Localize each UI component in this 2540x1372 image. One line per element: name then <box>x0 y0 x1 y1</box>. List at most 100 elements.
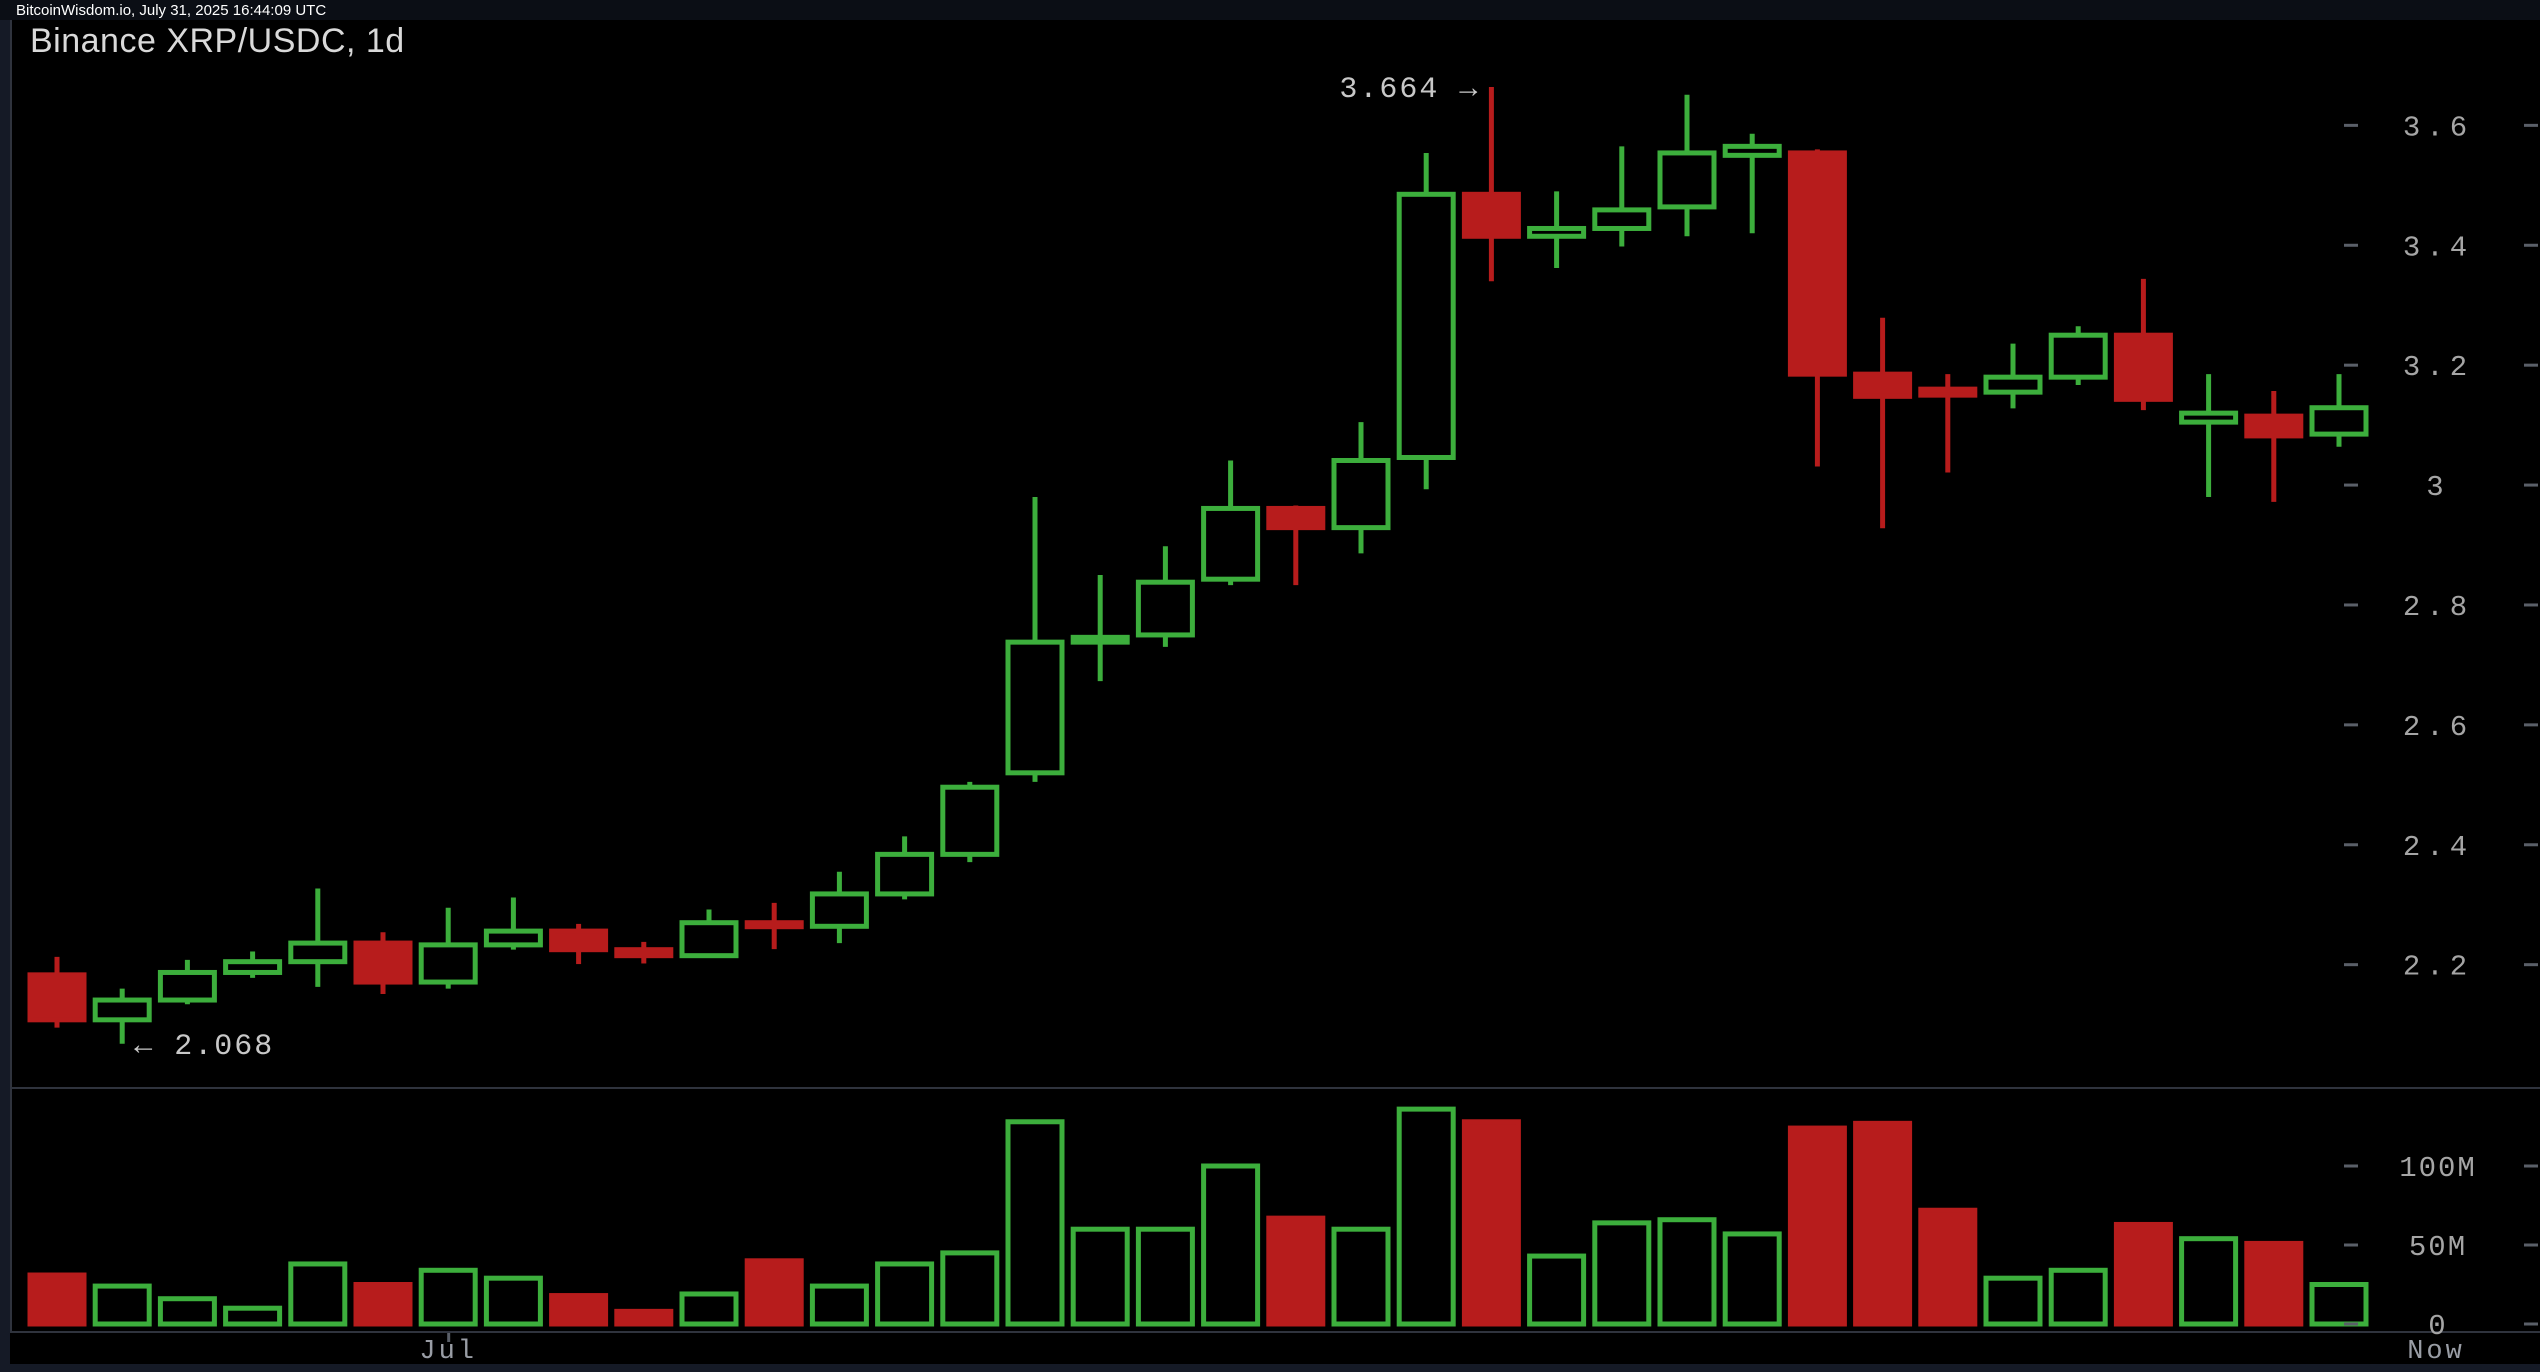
price-tick-dash <box>2344 363 2358 367</box>
candle-up <box>679 909 739 959</box>
candle-body <box>1657 150 1717 210</box>
chart-title: Binance XRP/USDC, 1d <box>30 22 405 60</box>
candle-body <box>1201 505 1261 582</box>
price-tick-dash <box>2524 603 2538 607</box>
volume-bar-down <box>1918 1207 1978 1327</box>
candle-down <box>549 923 609 965</box>
candle-up <box>2309 374 2369 447</box>
candle-body <box>1070 634 1130 645</box>
candle-up <box>418 907 478 989</box>
volume-bar-up <box>1983 1275 2043 1327</box>
candle-up <box>1527 191 1587 269</box>
month-tick <box>447 1333 451 1342</box>
candle-down <box>27 956 87 1028</box>
candle-up <box>1201 460 1261 586</box>
candle-down <box>353 932 413 995</box>
price-tick-dash <box>2524 243 2538 247</box>
candle-body <box>2309 405 2369 437</box>
volume-bar-up <box>1331 1226 1391 1327</box>
volume-bar-up <box>1396 1106 1456 1327</box>
candle-up <box>809 871 869 944</box>
candle-up <box>483 897 543 950</box>
volume-pane <box>27 1106 2369 1327</box>
volume-bar-up <box>679 1291 739 1327</box>
candle-body <box>614 947 674 959</box>
candle-body <box>2048 332 2108 380</box>
candle-body <box>418 942 478 985</box>
price-tick-dash <box>2524 963 2538 967</box>
price-tick-dash <box>2344 843 2358 847</box>
volume-bar-down <box>353 1282 413 1327</box>
candle-up <box>223 951 283 978</box>
candle-body <box>875 851 935 897</box>
candle-body <box>92 997 152 1023</box>
volume-bar-up <box>157 1296 217 1327</box>
candle-body <box>1527 225 1587 239</box>
price-tick-dash <box>2344 603 2358 607</box>
candle-body <box>1918 386 1978 398</box>
candle-up <box>157 959 217 1005</box>
price-pane <box>27 87 2369 1044</box>
candle-down <box>1853 317 1913 529</box>
candle-body <box>353 940 413 985</box>
candle-up <box>1070 574 1130 682</box>
x-axis: Jul Now <box>419 1333 2462 1367</box>
candle-body <box>1722 143 1782 158</box>
chart-background <box>10 20 2540 1364</box>
price-tick-label: 3 <box>2426 471 2449 504</box>
candle-body <box>809 891 869 929</box>
volume-tick-dash <box>2344 1243 2358 1247</box>
volume-bar-down <box>2244 1240 2304 1327</box>
volume-bar-down <box>1266 1215 1326 1327</box>
candle-down <box>1461 87 1521 282</box>
candle-up <box>2179 374 2239 498</box>
candle-down <box>1266 505 1326 586</box>
volume-bar-down <box>1853 1120 1913 1327</box>
candle-up <box>1396 152 1456 490</box>
volume-bar-up <box>483 1275 543 1327</box>
pane-left-border <box>10 20 12 1332</box>
volume-bar-up <box>1070 1226 1130 1327</box>
volume-bar-up <box>2048 1267 2108 1327</box>
candle-body <box>1135 579 1195 638</box>
price-tick-dash <box>2344 123 2358 127</box>
volume-tick-dash <box>2344 1322 2358 1326</box>
candle-body <box>1461 191 1521 239</box>
volume-bar-up <box>1592 1220 1652 1327</box>
candle-body <box>223 959 283 975</box>
price-tick-label: 2.8 <box>2403 591 2473 624</box>
price-tick-label: 3.2 <box>2403 351 2473 384</box>
candle-up <box>940 781 1000 863</box>
volume-bar-up <box>223 1305 283 1327</box>
candle-up <box>1657 94 1717 237</box>
candle-body <box>2179 410 2239 425</box>
price-tick-dash <box>2524 483 2538 487</box>
price-tick-label: 3.4 <box>2403 231 2473 264</box>
volume-tick-label: 100M <box>2399 1152 2477 1185</box>
volume-tick-dash <box>2344 1164 2358 1168</box>
candle-body <box>2113 332 2173 402</box>
volume-tick-label: 50M <box>2409 1231 2467 1264</box>
price-tick-dash <box>2524 723 2538 727</box>
candle-down <box>1918 374 1978 473</box>
volume-bar-down <box>1787 1125 1847 1327</box>
volume-bar-up <box>2179 1236 2239 1327</box>
candle-body <box>1983 374 2043 395</box>
candle-body <box>27 972 87 1023</box>
low-annotation: ← 2.068 <box>134 1030 274 1064</box>
volume-bar-down <box>614 1308 674 1327</box>
price-tick-dash <box>2344 723 2358 727</box>
candle-body <box>1787 150 1847 377</box>
volume-bar-up <box>288 1261 348 1327</box>
volume-bar-down <box>27 1272 87 1327</box>
price-tick-label: 2.6 <box>2403 711 2473 744</box>
price-tick-label: 2.4 <box>2403 831 2473 864</box>
price-volume-divider <box>10 1087 2540 1089</box>
volume-bar-up <box>2309 1282 2369 1327</box>
volume-bar-up <box>1722 1231 1782 1327</box>
candle-body <box>549 928 609 953</box>
volume-tick-dash <box>2524 1243 2538 1247</box>
candle-down <box>744 902 804 950</box>
